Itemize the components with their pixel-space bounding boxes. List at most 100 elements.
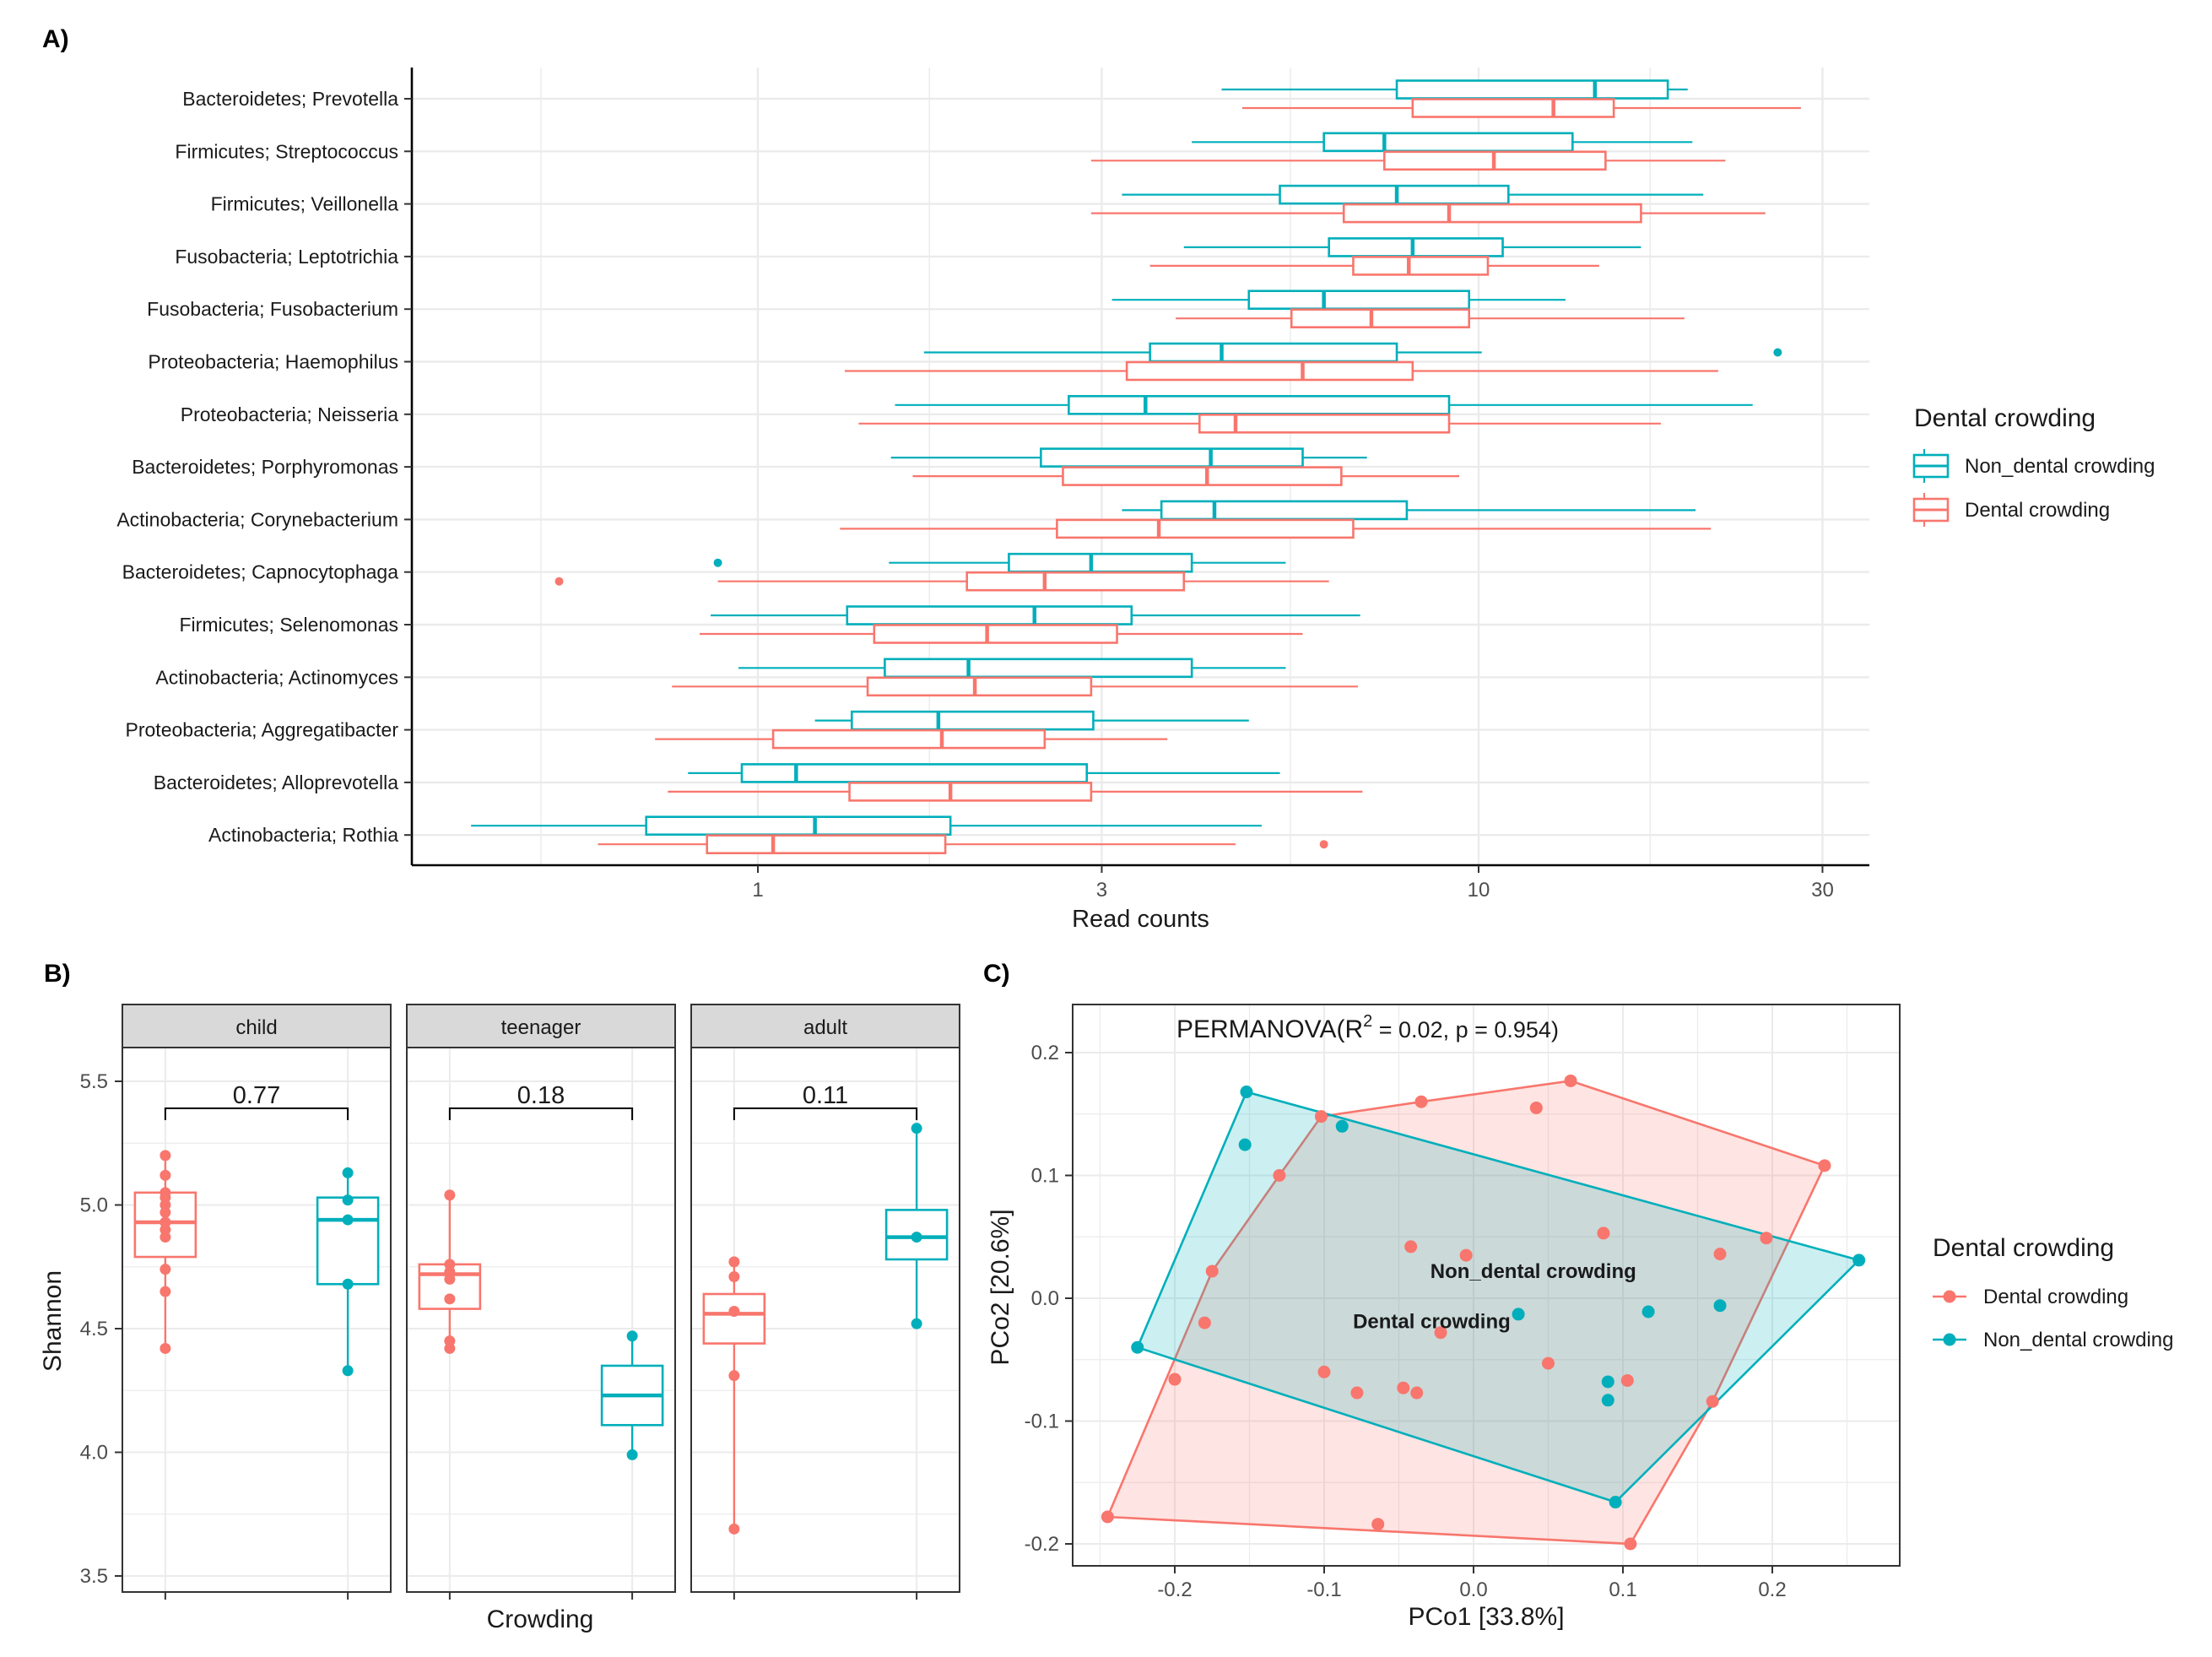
data-point	[911, 1123, 922, 1134]
category-label: Proteobacteria; Neisseria	[181, 403, 398, 425]
box	[1290, 308, 1471, 329]
centroid-label: Non_dental crowding	[1430, 1260, 1636, 1283]
category-label: Fusobacteria; Fusobacterium	[147, 298, 398, 320]
non-dental-crowding-point	[1609, 1496, 1622, 1509]
legend-a-title: Dental crowding	[1914, 404, 2096, 432]
y-tick-label: 4.0	[80, 1442, 108, 1465]
facet-border	[406, 1047, 676, 1593]
outlier-point	[1773, 348, 1782, 357]
data-point	[160, 1264, 171, 1275]
data-point	[626, 1449, 638, 1460]
legend-c-entry: Non_dental crowding	[1983, 1329, 2173, 1351]
non-dental-crowding-point	[1601, 1375, 1614, 1389]
centroid-label: Dental crowding	[1353, 1311, 1511, 1334]
dental-crowding-point	[1198, 1316, 1211, 1329]
x-tick-label: 0.1	[1609, 1578, 1636, 1601]
box	[846, 605, 1133, 625]
dental-crowding-point	[1371, 1518, 1385, 1531]
data-point	[342, 1194, 354, 1206]
category-label: Actinobacteria; Rothia	[208, 824, 398, 846]
x-tick-label: 1	[752, 879, 763, 902]
box	[1056, 518, 1355, 539]
data-point	[728, 1256, 740, 1268]
panel-c-label: C)	[983, 960, 1010, 988]
box	[1352, 256, 1490, 276]
permanova-annotation: PERMANOVA(R2 = 0.02, p = 0.954)	[1176, 1012, 1559, 1043]
box	[771, 728, 1047, 750]
category-label: Actinobacteria; Actinomyces	[155, 666, 398, 688]
x-tick-label: -0.1	[1306, 1578, 1341, 1601]
box	[702, 1292, 766, 1345]
non-dental-crowding-point	[1335, 1119, 1349, 1133]
box	[740, 763, 1089, 783]
non-dental-crowding-point	[1238, 1138, 1252, 1151]
box	[1247, 290, 1471, 311]
x-tick-label: 10	[1468, 879, 1490, 902]
plot-border	[1072, 1004, 1901, 1567]
dental-crowding-point	[1317, 1365, 1331, 1378]
data-point	[342, 1365, 354, 1377]
data-point	[342, 1278, 354, 1290]
category-label: Bacteroidetes; Porphyromonas	[132, 456, 398, 478]
dental-crowding-point	[1404, 1240, 1418, 1254]
dental-crowding-point	[1597, 1227, 1610, 1240]
dental-crowding-point	[1624, 1537, 1637, 1551]
dental-crowding-point	[1818, 1159, 1831, 1172]
dental-crowding-point	[1397, 1381, 1410, 1394]
y-tick-label: 5.0	[80, 1194, 108, 1217]
x-tick-label: 0.0	[1459, 1578, 1487, 1601]
data-point	[728, 1523, 740, 1535]
box	[1198, 413, 1451, 434]
data-point	[160, 1150, 171, 1162]
dental-crowding-point	[1760, 1232, 1773, 1245]
legend-key-point	[1943, 1333, 1956, 1346]
facet-label: teenager	[501, 1016, 581, 1039]
category-label: Firmicutes; Veillonella	[211, 193, 399, 215]
facet-label: child	[235, 1016, 277, 1039]
legend-c-title: Dental crowding	[1933, 1234, 2114, 1262]
p-value-label: 0.77	[233, 1082, 280, 1109]
data-point	[728, 1305, 740, 1317]
box	[706, 834, 947, 855]
panel-b-label: B)	[44, 960, 71, 988]
legend-a-entry: Dental crowding	[1965, 499, 2110, 522]
significance-bracket	[164, 1107, 349, 1120]
outlier-point	[554, 577, 564, 586]
dental-crowding-point	[1101, 1510, 1114, 1524]
data-point	[444, 1335, 456, 1347]
dental-crowding-point	[1414, 1095, 1428, 1108]
x-axis-title: PCo1 [33.8%]	[1408, 1603, 1564, 1631]
box	[1068, 394, 1451, 415]
outlier-point	[713, 558, 722, 567]
dental-crowding-point	[1205, 1264, 1219, 1278]
box	[884, 658, 1193, 679]
dental-crowding-point	[1713, 1248, 1727, 1261]
non-dental-crowding-point	[1131, 1340, 1144, 1354]
box	[1395, 79, 1669, 100]
x-tick-label: 0.2	[1758, 1578, 1786, 1601]
data-point	[911, 1232, 922, 1243]
box	[1040, 447, 1304, 468]
data-point	[626, 1330, 638, 1342]
box	[1322, 132, 1574, 153]
y-tick-label: -0.2	[1025, 1533, 1059, 1556]
data-point	[342, 1214, 354, 1226]
box	[848, 782, 1093, 802]
y-axis-title: PCo2 [20.6%]	[987, 1209, 1014, 1365]
x-tick-label: 30	[1811, 879, 1834, 902]
box	[1342, 203, 1642, 224]
significance-bracket	[733, 1107, 918, 1120]
box	[316, 1196, 380, 1286]
box	[1125, 360, 1414, 382]
box	[1160, 500, 1409, 521]
box	[873, 624, 1118, 644]
category-label: Firmicutes; Streptococcus	[175, 140, 398, 162]
category-label: Proteobacteria; Haemophilus	[148, 351, 398, 373]
dental-crowding-point	[1410, 1386, 1424, 1400]
box	[1062, 466, 1343, 486]
facet-border	[122, 1047, 392, 1593]
data-point	[160, 1169, 171, 1181]
dental-crowding-point	[1620, 1373, 1634, 1387]
category-label: Proteobacteria; Aggregatibacter	[126, 719, 399, 741]
data-point	[342, 1167, 354, 1178]
